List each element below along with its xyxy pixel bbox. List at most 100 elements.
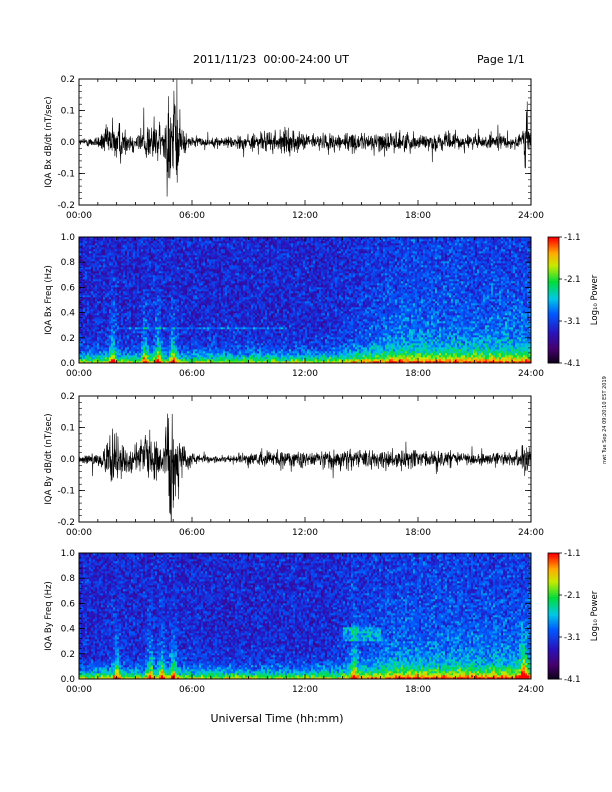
heatmap-cell [139, 253, 141, 255]
heatmap-cell [183, 275, 185, 277]
heatmap-cell [177, 257, 179, 259]
heatmap-cell [217, 289, 219, 291]
heatmap-cell [211, 311, 213, 313]
heatmap-cell [215, 265, 217, 267]
heatmap-cell [97, 263, 99, 265]
heatmap-cell [203, 317, 205, 319]
heatmap-cell [223, 313, 225, 315]
heatmap-cell [101, 355, 103, 357]
heatmap-cell [113, 337, 115, 339]
heatmap-cell [167, 279, 169, 281]
heatmap-cell [117, 259, 119, 261]
heatmap-cell [123, 283, 125, 285]
heatmap-cell [203, 283, 205, 285]
heatmap-cell [97, 327, 99, 329]
heatmap-cell [187, 315, 189, 317]
heatmap-cell [109, 307, 111, 309]
heatmap-cell [83, 255, 85, 257]
heatmap-cell [127, 329, 129, 331]
heatmap-cell [145, 297, 147, 299]
heatmap-cell [119, 287, 121, 289]
heatmap-cell [191, 319, 193, 321]
heatmap-cell [165, 285, 167, 287]
heatmap-cell [95, 269, 97, 271]
heatmap-cell [221, 257, 223, 259]
heatmap-cell [83, 343, 85, 345]
heatmap-cell [195, 299, 197, 301]
heatmap-cell [121, 343, 123, 345]
heatmap-cell [183, 313, 185, 315]
heatmap-cell [223, 251, 225, 253]
heatmap-cell [95, 243, 97, 245]
heatmap-cell [97, 285, 99, 287]
heatmap-cell [147, 311, 149, 313]
heatmap-cell [133, 323, 135, 325]
heatmap-cell [183, 257, 185, 259]
heatmap-cell [105, 279, 107, 281]
heatmap-cell [99, 241, 101, 243]
heatmap-cell [109, 253, 111, 255]
heatmap-cell [135, 255, 137, 257]
heatmap-cell [143, 349, 145, 351]
heatmap-cell [147, 275, 149, 277]
heatmap-cell [173, 335, 175, 337]
heatmap-cell [209, 273, 211, 275]
heatmap-cell [111, 239, 113, 241]
heatmap-cell [227, 353, 229, 355]
heatmap-cell [81, 253, 83, 255]
heatmap-cell [171, 323, 173, 325]
heatmap-cell [151, 249, 153, 251]
heatmap-cell [149, 295, 151, 297]
heatmap-cell [115, 313, 117, 315]
heatmap-cell [99, 333, 101, 335]
heatmap-cell [221, 313, 223, 315]
heatmap-cell [109, 345, 111, 347]
heatmap-cell [155, 355, 157, 357]
heatmap-cell [207, 261, 209, 263]
heatmap-cell [225, 241, 227, 243]
heatmap-cell [131, 321, 133, 323]
heatmap-cell [83, 349, 85, 351]
heatmap-cell [213, 329, 215, 331]
heatmap-cell [153, 345, 155, 347]
heatmap-cell [209, 335, 211, 337]
heatmap-cell [165, 301, 167, 303]
heatmap-cell [205, 345, 207, 347]
heatmap-cell [121, 269, 123, 271]
heatmap-cell [197, 241, 199, 243]
heatmap-cell [201, 245, 203, 247]
heatmap-cell [115, 349, 117, 351]
heatmap-cell [153, 277, 155, 279]
heatmap-cell [221, 261, 223, 263]
heatmap-cell [127, 283, 129, 285]
heatmap-cell [201, 343, 203, 345]
heatmap-cell [197, 277, 199, 279]
heatmap-cell [115, 289, 117, 291]
heatmap-cell [161, 265, 163, 267]
heatmap-cell [183, 349, 185, 351]
heatmap-cell [179, 337, 181, 339]
heatmap-cell [201, 351, 203, 353]
heatmap-cell [131, 339, 133, 341]
heatmap-cell [127, 281, 129, 283]
heatmap-cell [145, 327, 147, 329]
heatmap-cell [145, 241, 147, 243]
heatmap-cell [151, 263, 153, 265]
heatmap-cell [103, 321, 105, 323]
heatmap-cell [223, 299, 225, 301]
heatmap-cell [131, 271, 133, 273]
heatmap-cell [107, 279, 109, 281]
heatmap-cell [185, 269, 187, 271]
heatmap-cell [229, 355, 231, 357]
heatmap-cell [231, 339, 233, 341]
heatmap-cell [99, 335, 101, 337]
heatmap-cell [91, 259, 93, 261]
heatmap-cell [223, 275, 225, 277]
heatmap-cell [109, 355, 111, 357]
heatmap-cell [81, 301, 83, 303]
heatmap-cell [191, 327, 193, 329]
heatmap-cell [181, 335, 183, 337]
heatmap-cell [163, 271, 165, 273]
heatmap-cell [103, 347, 105, 349]
